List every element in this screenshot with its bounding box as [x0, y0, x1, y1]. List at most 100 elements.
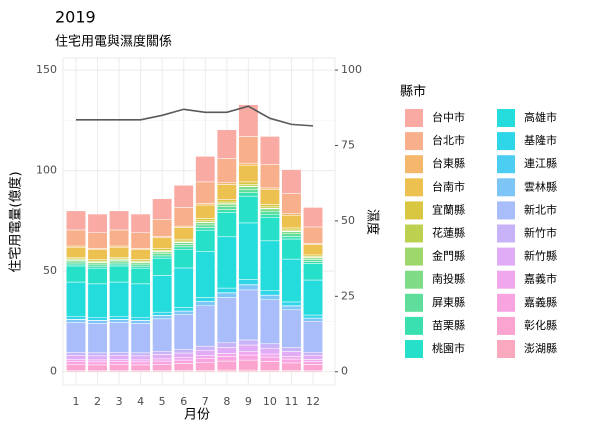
legend-label: 宜蘭縣: [432, 202, 465, 216]
bar-segment: [281, 238, 302, 260]
x-tick-label: 10: [263, 395, 277, 408]
bar-segment: [281, 309, 302, 348]
bar-segment: [216, 287, 237, 293]
bar-segment: [173, 267, 194, 308]
bar-segment: [109, 281, 130, 317]
bar-segment: [66, 322, 86, 353]
bar-segment: [152, 198, 173, 220]
legend-key: [405, 132, 423, 151]
legend-label: 雲林縣: [524, 179, 557, 193]
bar-segment: [87, 364, 108, 371]
bar-segment: [173, 359, 194, 364]
bar-segment: [87, 283, 108, 318]
legend-label: 嘉義市: [524, 272, 557, 286]
bar-segment: [216, 353, 237, 357]
bar-segment: [216, 209, 237, 213]
bar-segment: [195, 222, 216, 226]
bar-segment: [303, 263, 323, 281]
legend-key: [497, 340, 515, 358]
legend-key: [497, 247, 515, 266]
legend-key: [405, 224, 423, 243]
legend-label: 台東縣: [432, 156, 465, 170]
bar-segment: [130, 323, 151, 354]
bar-segment: [195, 349, 216, 356]
bar-segment: [87, 263, 108, 267]
bar-segment: [87, 355, 108, 361]
legend-label: 台南市: [432, 179, 465, 193]
bar-segment: [303, 279, 323, 316]
bar-segment: [173, 207, 194, 227]
bar-segment: [238, 192, 259, 197]
bar-segment: [281, 193, 302, 214]
bar-segment: [238, 344, 259, 352]
bar-segment: [152, 253, 173, 257]
legend-key: [497, 270, 515, 289]
y-tick-label: 100: [36, 164, 57, 177]
bar-segment: [216, 342, 237, 348]
y2-tick-label: 50: [341, 214, 355, 227]
bar-segment: [195, 181, 216, 204]
bar-segment: [303, 207, 323, 228]
legend-key: [405, 155, 423, 174]
bar-segment: [216, 292, 237, 298]
bar-segment: [109, 364, 130, 371]
legend-label: 花蓮縣: [432, 226, 465, 240]
bar-segment: [195, 229, 216, 252]
x-tick-label: 6: [180, 395, 187, 408]
bar-segment: [152, 248, 173, 251]
bar-segment: [66, 352, 86, 356]
bar-segment: [281, 305, 302, 311]
bar-segment: [173, 244, 194, 248]
bar-segment: [281, 227, 302, 231]
bar-segment: [238, 186, 259, 190]
bar-segment: [109, 210, 130, 231]
bar-segment: [238, 195, 259, 224]
x-tick-label: 11: [284, 395, 298, 408]
bar-segment: [259, 290, 280, 296]
bar-segment: [259, 353, 280, 358]
bar-segment: [238, 339, 259, 346]
bar-segment: [259, 295, 280, 300]
bar-segment: [281, 236, 302, 240]
legend-label: 基隆市: [524, 133, 557, 147]
bar-segment: [173, 352, 194, 358]
legend-key: [497, 155, 515, 174]
chart-subtitle: 住宅用電與濕度關係: [55, 34, 172, 50]
bar-segment: [109, 319, 130, 323]
legend-label: 金門縣: [432, 249, 465, 263]
bar-segment: [259, 356, 280, 362]
bar-segment: [130, 283, 151, 318]
bar-segment: [66, 261, 86, 265]
bar-segment: [259, 210, 280, 215]
x-tick-label: 2: [94, 395, 101, 408]
bar-segment: [259, 217, 280, 242]
bar-segment: [195, 305, 216, 347]
bar-segment: [195, 204, 216, 219]
bar-segment: [66, 364, 86, 371]
bar-segment: [173, 185, 194, 208]
bar-segment: [259, 208, 280, 212]
bar-segment: [238, 284, 259, 291]
legend-label: 彰化縣: [524, 318, 557, 332]
bar-segment: [66, 361, 86, 365]
y-tick-label: 0: [50, 365, 57, 378]
bar-segment: [152, 275, 173, 313]
bar-segment: [281, 362, 302, 371]
bar-segment: [109, 352, 130, 356]
bar-segment: [87, 323, 108, 354]
bar-segment: [281, 301, 302, 307]
bar-segment: [87, 249, 108, 260]
bar-segment: [303, 244, 323, 256]
legend-label: 苗栗縣: [432, 319, 465, 332]
bar-segment: [216, 360, 237, 371]
bar-segment: [66, 229, 86, 247]
bar-segment: [281, 258, 302, 303]
bar-segment: [303, 317, 323, 322]
legend-label: 屏東縣: [432, 296, 465, 309]
bar-segment: [281, 351, 302, 357]
bar-segment: [130, 320, 151, 324]
bar-segment: [216, 297, 237, 344]
bar-segment: [238, 136, 259, 164]
bar-segment: [87, 320, 108, 324]
legend-key: [405, 201, 423, 220]
